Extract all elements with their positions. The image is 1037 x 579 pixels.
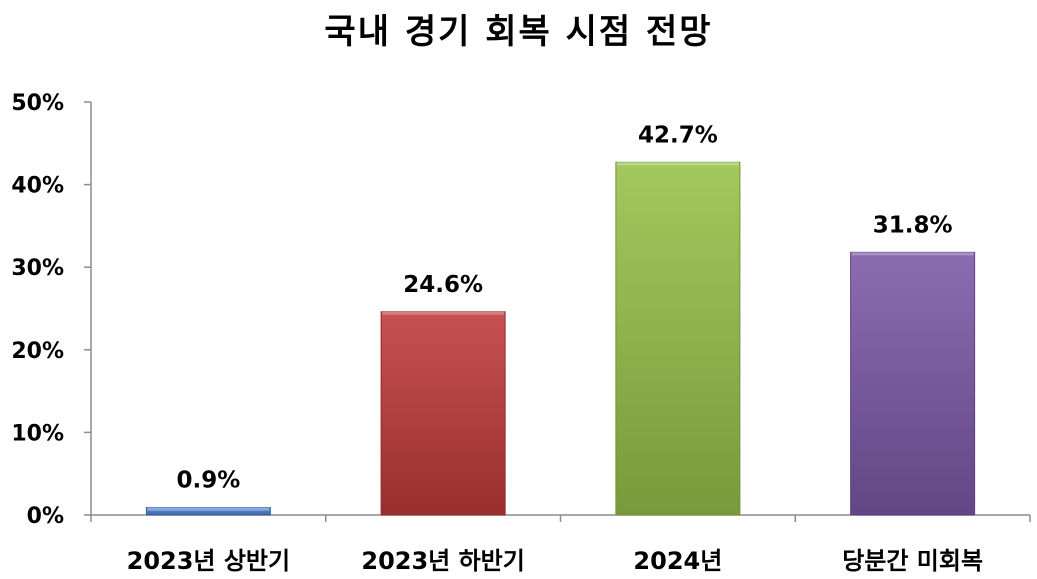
data-label: 24.6% [403,272,483,298]
y-tick-label: 50% [11,91,64,116]
bar-highlight [147,507,270,511]
y-tick-label: 10% [11,421,64,446]
bar [850,251,976,516]
chart-title: 국내 경기 회복 시점 전망 [324,12,713,52]
bar-highlight [382,311,505,315]
data-label: 0.9% [176,468,240,494]
bar [615,161,741,516]
y-tick-label: 40% [11,174,64,199]
x-tick-label: 당분간 미회복 [842,547,983,575]
y-tick-label: 30% [11,256,64,281]
data-label: 31.8% [873,212,953,238]
x-tick-label: 2023년 하반기 [361,547,524,575]
x-tick-label: 2023년 상반기 [127,547,290,575]
bar-highlight [851,252,974,256]
y-tick-label: 20% [11,339,64,364]
y-tick-label: 0% [27,504,64,529]
x-tick-label: 2024년 [633,547,722,575]
bar [380,311,506,516]
data-label: 42.7% [638,122,718,148]
bar-highlight [616,162,739,166]
